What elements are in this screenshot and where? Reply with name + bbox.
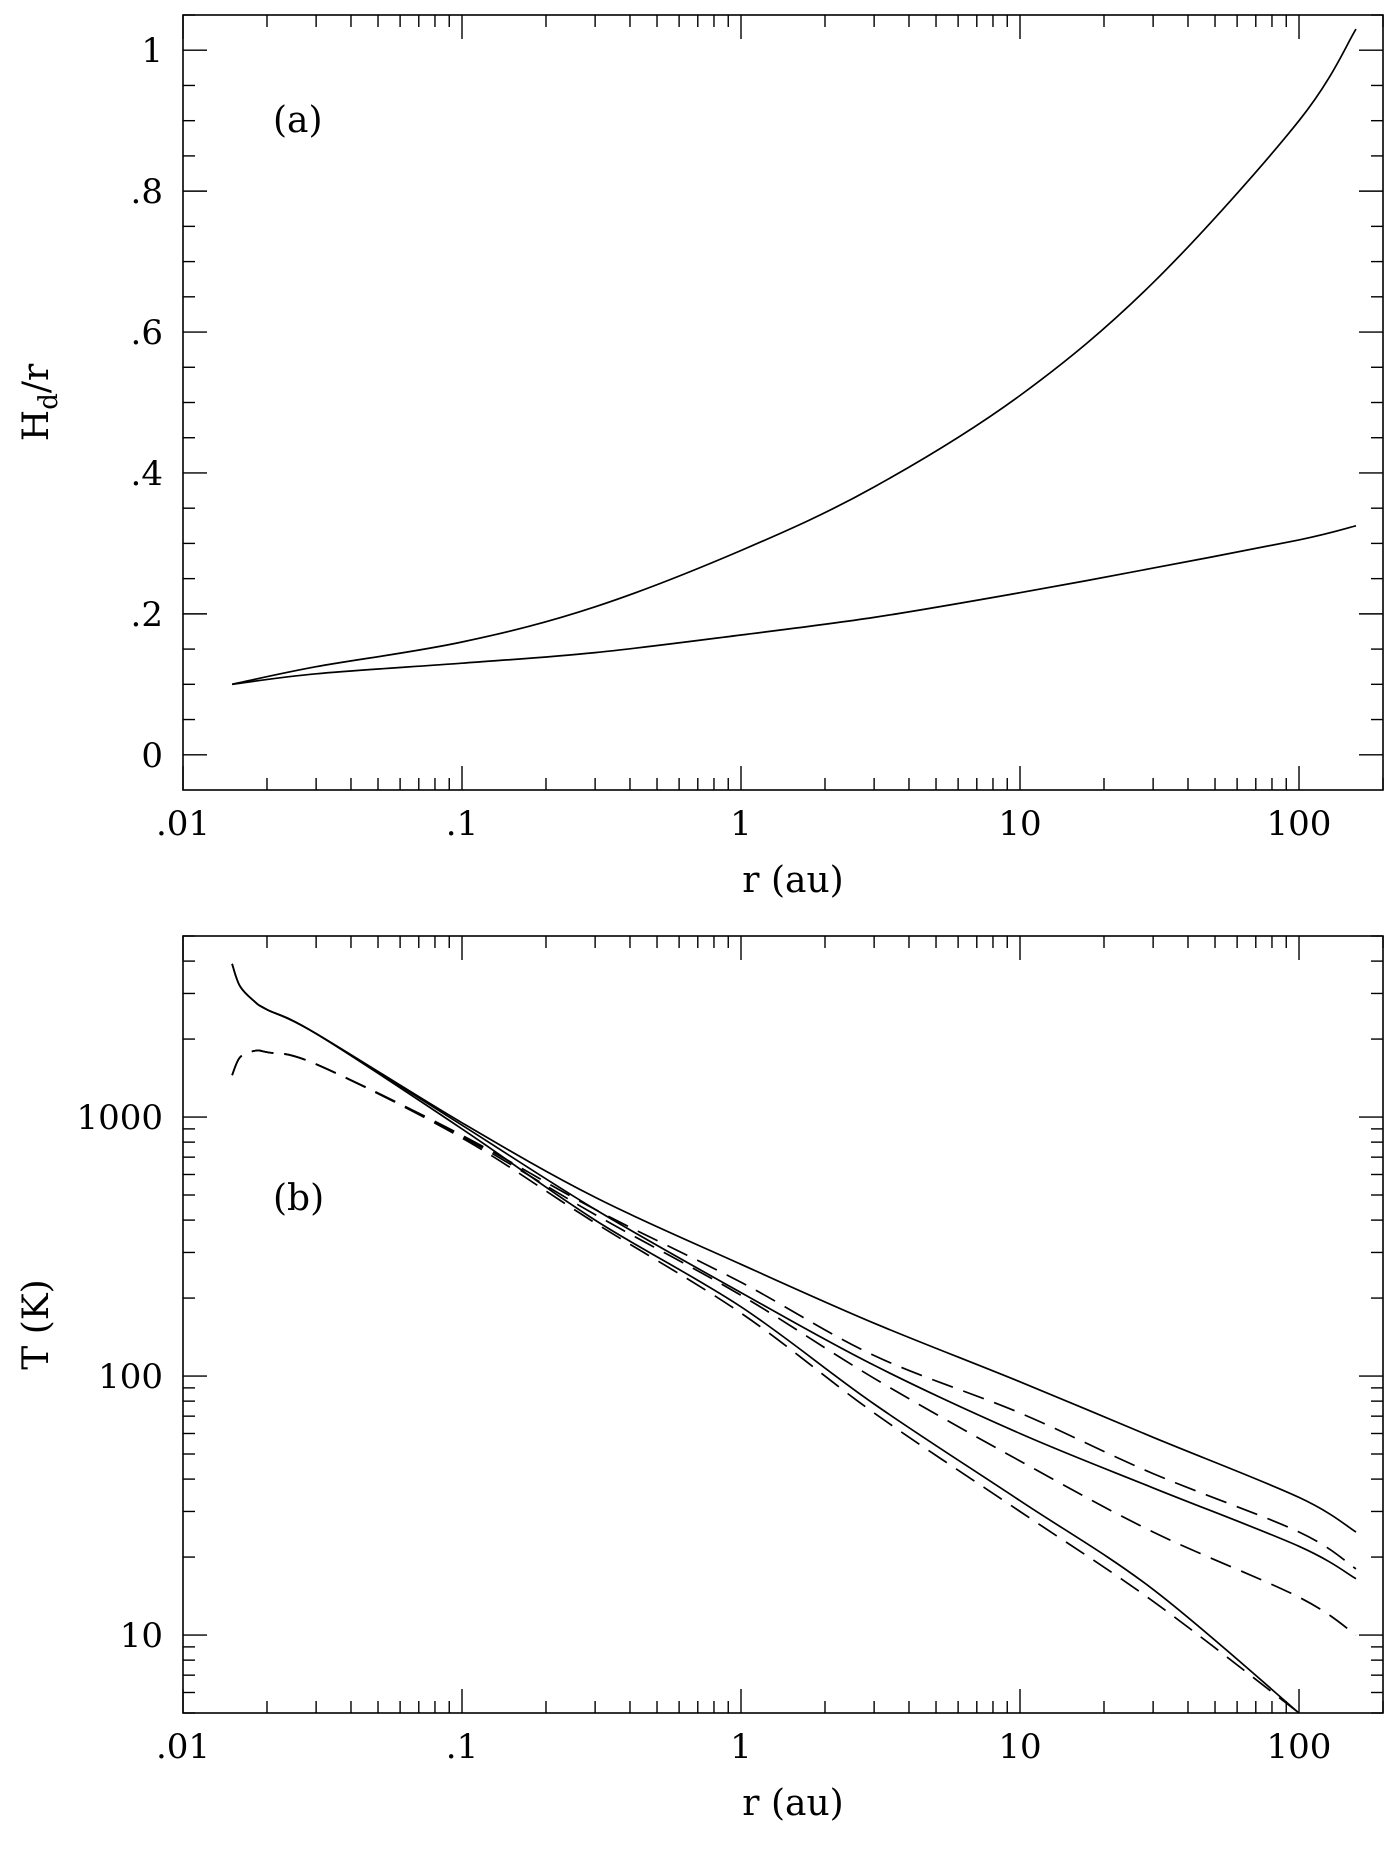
y-tick-label: 1000 xyxy=(76,1098,163,1138)
series-line-2 xyxy=(231,963,1357,1580)
series-line-1 xyxy=(231,28,1357,686)
y-tick-label: .4 xyxy=(131,454,163,494)
y-axis-title: Hd/r xyxy=(16,363,64,441)
x-tick-label: .1 xyxy=(446,804,478,844)
y-axis-title-main: H xyxy=(16,410,57,441)
y-tick-label: .8 xyxy=(131,172,163,212)
x-tick-label: .01 xyxy=(156,804,210,844)
x-tick-label: 10 xyxy=(998,804,1041,844)
x-axis-title: r (au) xyxy=(742,1783,843,1824)
y-tick-label: 1 xyxy=(141,31,163,71)
x-tick-label: 100 xyxy=(1267,1727,1332,1767)
x-tick-label: 100 xyxy=(1267,804,1332,844)
panel-a: .01 .1 1 10 100 0 .2 .4 .6 .8 1 r (au) Hd/r (a) xyxy=(16,14,1384,901)
y-axis-title-subscript: d xyxy=(34,393,64,410)
x-tick-label: .01 xyxy=(156,1727,210,1767)
panel-b: .01 .1 1 10 100 10 100 1000 r (au) T (K) (b) xyxy=(16,935,1384,1824)
series-line-2 xyxy=(231,524,1357,686)
y-tick-label: .2 xyxy=(131,595,163,635)
x-tick-label: 1 xyxy=(730,1727,752,1767)
panel-label: (a) xyxy=(273,100,323,141)
series-line-4 xyxy=(231,1049,1357,1570)
y-tick-label: .6 xyxy=(131,313,163,353)
series-line-3 xyxy=(231,963,1300,1714)
x-tick-label: 1 xyxy=(730,804,752,844)
x-tick-label: 10 xyxy=(998,1727,1041,1767)
series-line-6 xyxy=(231,1049,1300,1714)
panel-label: (b) xyxy=(273,1178,324,1219)
plot-frame xyxy=(182,14,1384,791)
y-tick-label: 0 xyxy=(141,736,163,776)
y-tick-label: 10 xyxy=(120,1616,163,1656)
x-axis-title: r (au) xyxy=(742,860,843,901)
series-line-1 xyxy=(231,963,1357,1533)
y-axis-title: T (K) xyxy=(16,1279,57,1369)
y-tick-label: 100 xyxy=(98,1357,163,1397)
y-axis-title-rest: /r xyxy=(16,363,57,393)
plot-frame xyxy=(182,935,1384,1714)
x-tick-label: .1 xyxy=(446,1727,478,1767)
series-line-5 xyxy=(231,1049,1357,1636)
